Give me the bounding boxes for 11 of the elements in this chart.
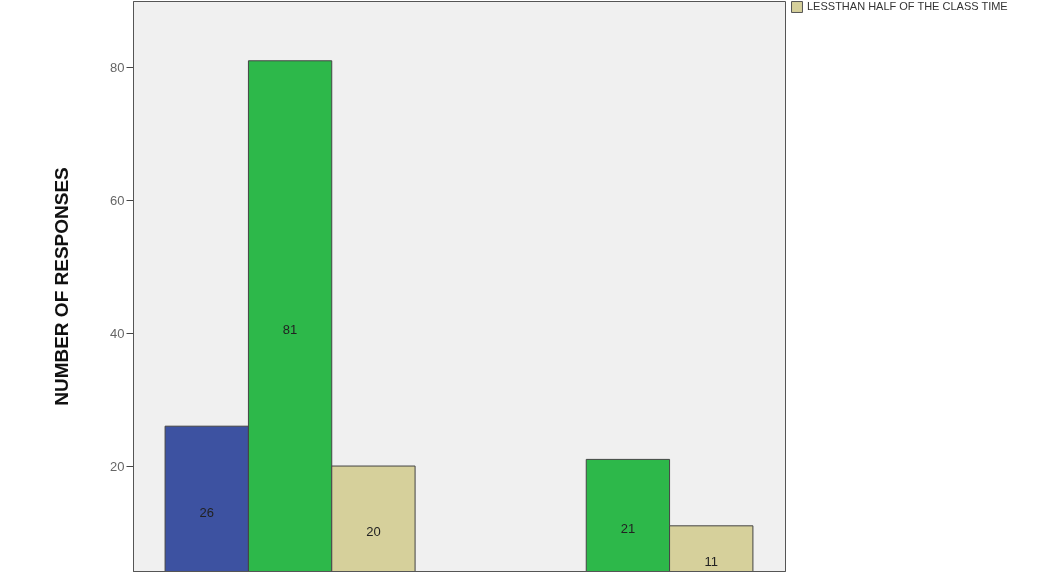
data-label: 21 <box>620 521 636 537</box>
y-axis-title: NUMBER OF RESPONSES <box>51 167 73 406</box>
data-label: 81 <box>282 321 298 337</box>
legend-label: LESSTHAN HALF OF THE CLASS TIME <box>807 0 1008 12</box>
y-tick-label: 60 <box>110 192 125 208</box>
y-tick-label: 80 <box>110 59 125 75</box>
data-label: 11 <box>704 554 718 570</box>
y-tick-label: 20 <box>110 458 125 474</box>
data-label: 20 <box>366 524 381 540</box>
data-label: 26 <box>199 504 214 520</box>
y-tick-label: 40 <box>110 325 125 341</box>
